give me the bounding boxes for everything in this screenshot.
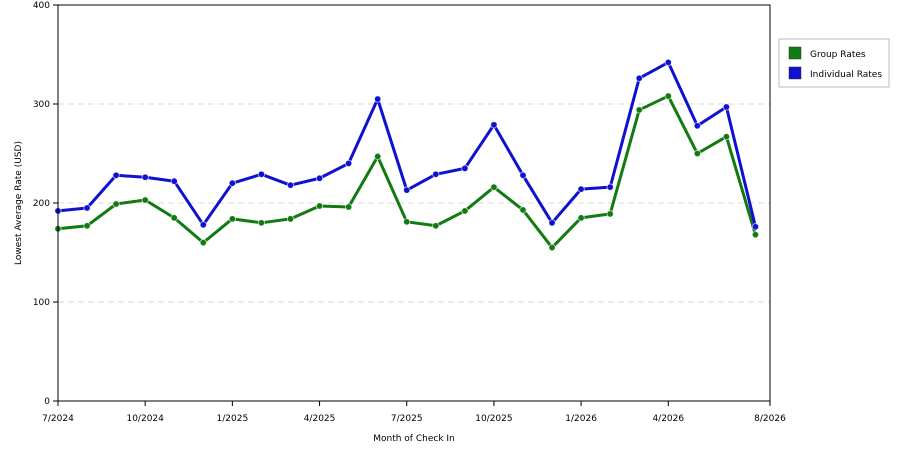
x-tick-label: 8/2026	[754, 414, 786, 424]
data-point-group-rates	[722, 133, 731, 141]
data-point-group-rates	[519, 206, 527, 214]
data-point-individual-rates	[461, 164, 469, 172]
axes	[53, 4, 771, 406]
data-point-individual-rates	[286, 181, 295, 189]
tick-labels: 0 100 200 300 400 7/2024 10/2024 1/2025 4/2025 7/…	[33, 1, 786, 424]
data-point-group-rates	[635, 106, 643, 114]
legend-label-individual-rates: Individual Rates	[810, 70, 882, 80]
legend-swatch-group-rates	[788, 46, 802, 60]
data-point-individual-rates	[403, 186, 411, 194]
x-tick-label: 10/2024	[126, 414, 164, 424]
data-point-individual-rates	[751, 223, 760, 231]
data-point-group-rates	[403, 218, 411, 226]
data-point-group-rates	[606, 210, 614, 218]
y-tick-label: 200	[33, 199, 50, 209]
data-point-individual-rates	[490, 121, 498, 129]
data-point-group-rates	[461, 207, 469, 215]
data-point-individual-rates	[257, 170, 266, 178]
data-point-individual-rates	[170, 177, 178, 185]
data-point-individual-rates	[635, 74, 643, 82]
series-line-individual-rates	[57, 60, 757, 228]
y-axis-title: Lowest Average Rate (USD)	[14, 141, 24, 265]
data-point-group-rates	[286, 215, 295, 223]
data-point-group-rates	[257, 219, 266, 227]
data-point-group-rates	[432, 222, 440, 230]
data-point-group-rates	[490, 183, 498, 191]
x-tick-label: 4/2026	[652, 414, 684, 424]
y-tick-label: 100	[33, 298, 50, 308]
data-point-group-rates	[83, 222, 91, 230]
data-point-individual-rates	[722, 103, 731, 111]
data-point-group-rates	[315, 202, 324, 210]
data-point-individual-rates	[345, 159, 353, 167]
data-point-group-rates	[112, 200, 120, 208]
data-point-group-rates	[199, 239, 207, 247]
x-tick-label: 10/2025	[475, 414, 512, 424]
data-point-group-rates	[141, 196, 149, 204]
x-tick-label: 1/2025	[217, 414, 249, 424]
data-point-group-rates	[577, 214, 585, 222]
data-point-individual-rates	[374, 95, 382, 103]
legend: Group Rates Individual Rates	[778, 38, 890, 88]
data-point-individual-rates	[693, 122, 701, 130]
data-point-individual-rates	[228, 179, 236, 187]
data-point-individual-rates	[141, 173, 149, 181]
data-point-individual-rates	[315, 174, 324, 182]
data-point-individual-rates	[199, 221, 207, 229]
x-tick-label: 1/2026	[565, 414, 597, 424]
data-point-individual-rates	[664, 58, 672, 67]
y-tick-label: 400	[33, 1, 50, 11]
x-tick-label: 4/2025	[304, 414, 336, 424]
legend-label-group-rates: Group Rates	[810, 50, 866, 60]
data-point-individual-rates	[548, 219, 556, 227]
x-axis-title: Month of Check In	[373, 434, 455, 444]
grid-lines	[58, 103, 770, 303]
data-point-individual-rates	[112, 171, 120, 179]
y-tick-label: 0	[44, 397, 50, 407]
data-point-individual-rates	[606, 183, 614, 191]
data-point-individual-rates	[83, 204, 91, 212]
x-tick-label: 7/2025	[391, 414, 423, 424]
data-point-group-rates	[228, 215, 236, 223]
y-tick-label: 300	[33, 100, 50, 110]
data-point-group-rates	[751, 231, 760, 239]
data-point-group-rates	[374, 152, 382, 161]
series-lines	[54, 58, 760, 252]
data-point-individual-rates	[577, 185, 585, 193]
data-point-individual-rates	[519, 171, 527, 179]
x-tick-label: 7/2024	[42, 414, 74, 424]
data-point-individual-rates	[432, 170, 440, 178]
data-point-group-rates	[693, 149, 701, 158]
data-point-group-rates	[170, 214, 178, 222]
legend-swatch-individual-rates	[788, 66, 802, 80]
data-point-group-rates	[664, 92, 672, 100]
data-point-group-rates	[548, 243, 556, 252]
data-point-group-rates	[345, 203, 353, 211]
